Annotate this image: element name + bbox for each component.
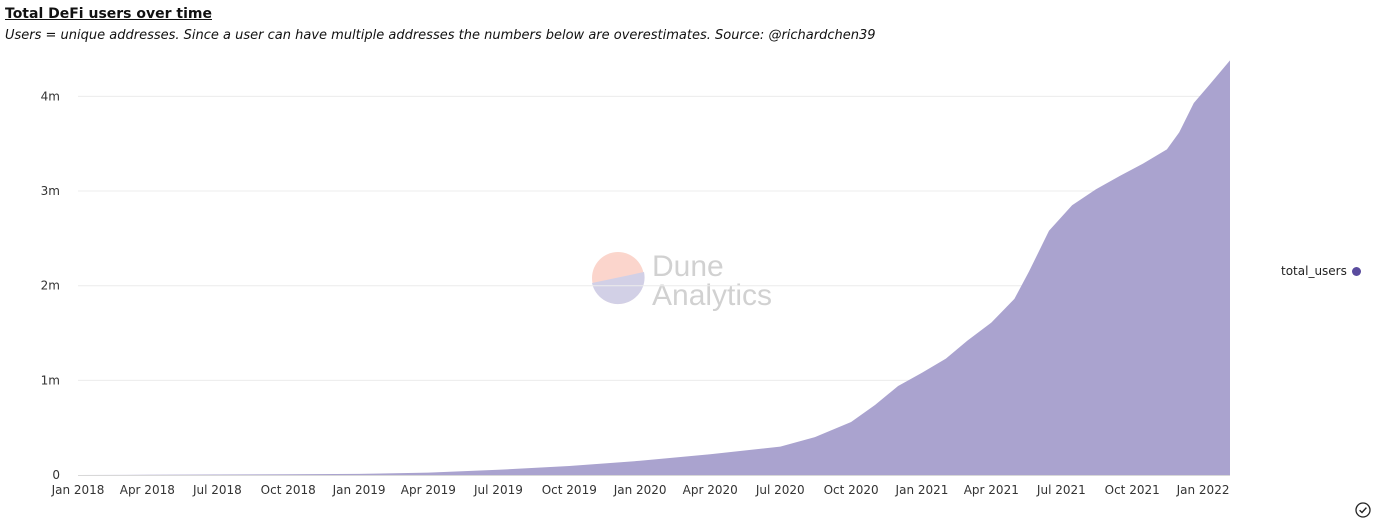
watermark-line1: Dune [652,250,724,283]
x-tick-label: Jan 2018 [51,483,105,497]
area-series [78,60,1230,476]
y-tick-label: 3m [41,184,60,198]
x-tick-label: Jan 2020 [613,483,667,497]
y-tick-label: 0 [52,468,60,482]
chart-subtitle: Users = unique addresses. Since a user c… [5,28,876,43]
x-tick-label: Jul 2021 [1036,483,1086,497]
watermark-logo-icon [592,252,644,304]
x-tick-label: Apr 2018 [120,483,175,497]
x-tick-label: Jan 2019 [332,483,386,497]
x-tick-label: Jul 2020 [755,483,805,497]
watermark: Dune Analytics [592,250,772,312]
x-tick-label: Apr 2021 [964,483,1019,497]
x-tick-label: Oct 2020 [824,483,879,497]
x-tick-label: Jul 2018 [192,483,242,497]
x-tick-label: Jul 2019 [473,483,523,497]
watermark-logo-lower-icon [592,272,645,305]
x-tick-label: Apr 2019 [401,483,456,497]
x-axis: Jan 2018 Apr 2018 Jul 2018 Oct 2018 Jan 2019… [51,475,1230,497]
legend-label: total_users [1281,264,1347,278]
check-circle-icon[interactable] [1355,502,1371,518]
x-tick-label: Oct 2019 [542,483,597,497]
watermark-line2: Analytics [652,279,772,312]
x-tick-label: Jan 2021 [895,483,949,497]
y-tick-label: 2m [41,279,60,293]
y-tick-label: 4m [41,89,60,103]
legend[interactable]: total_users [1281,264,1361,278]
x-tick-label: Oct 2021 [1105,483,1160,497]
y-tick-label: 1m [41,373,60,387]
y-axis: 0 1m 2m 3m 4m [41,89,60,482]
x-tick-label: Jan 2022 [1176,483,1230,497]
legend-dot-icon [1351,266,1361,276]
chart-title: Total DeFi users over time [5,6,212,22]
area-fill-total_users [78,60,1230,476]
x-tick-label: Oct 2018 [261,483,316,497]
x-tick-label: Apr 2020 [683,483,738,497]
